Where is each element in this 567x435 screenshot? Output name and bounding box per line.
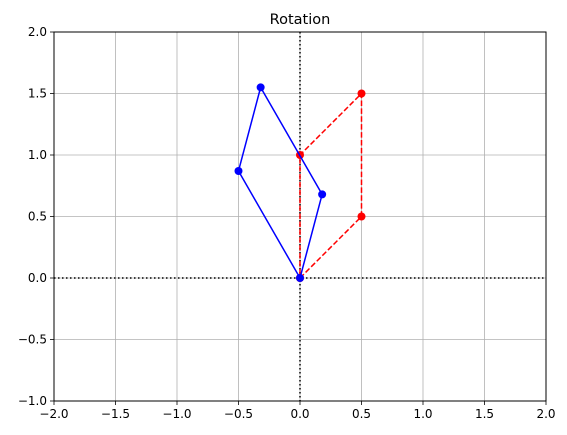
x-tick-label: 0.0 [290, 407, 309, 421]
x-tick-label: −2.0 [39, 407, 68, 421]
y-tick-label: 1.0 [28, 148, 47, 162]
x-tick-label: 2.0 [536, 407, 555, 421]
x-tick-label: −0.5 [224, 407, 253, 421]
series-1-point [357, 212, 366, 221]
x-tick-label: 1.5 [475, 407, 494, 421]
chart-title: Rotation [270, 12, 331, 28]
series-2-line [237, 86, 323, 279]
x-tick-label: −1.5 [101, 407, 130, 421]
series-2-point [318, 190, 327, 199]
x-tick-label: −1.0 [162, 407, 191, 421]
series-2-point [296, 274, 304, 282]
y-tick-label: 1.5 [28, 87, 47, 101]
y-tick-label: 0.5 [28, 210, 47, 224]
x-tick-label: 1.0 [413, 407, 432, 421]
x-tick-label: 0.5 [352, 407, 371, 421]
y-tick-label: 2.0 [28, 25, 47, 39]
x-axis-ticks: −2.0 −1.5 −1.0 −0.5 0.0 0.5 1.0 1.5 2.0 [39, 401, 556, 421]
y-tick-label: −0.5 [18, 333, 47, 347]
y-tick-label: −1.0 [18, 394, 47, 408]
series-layer [234, 83, 366, 282]
series-1-line [299, 92, 363, 279]
series-2-point [256, 83, 265, 92]
y-tick-label: 0.0 [28, 271, 47, 285]
y-axis-ticks: −1.0 −0.5 0.0 0.5 1.0 1.5 2.0 [18, 25, 54, 408]
series-2-point [234, 166, 243, 175]
series-1-point [357, 89, 366, 98]
